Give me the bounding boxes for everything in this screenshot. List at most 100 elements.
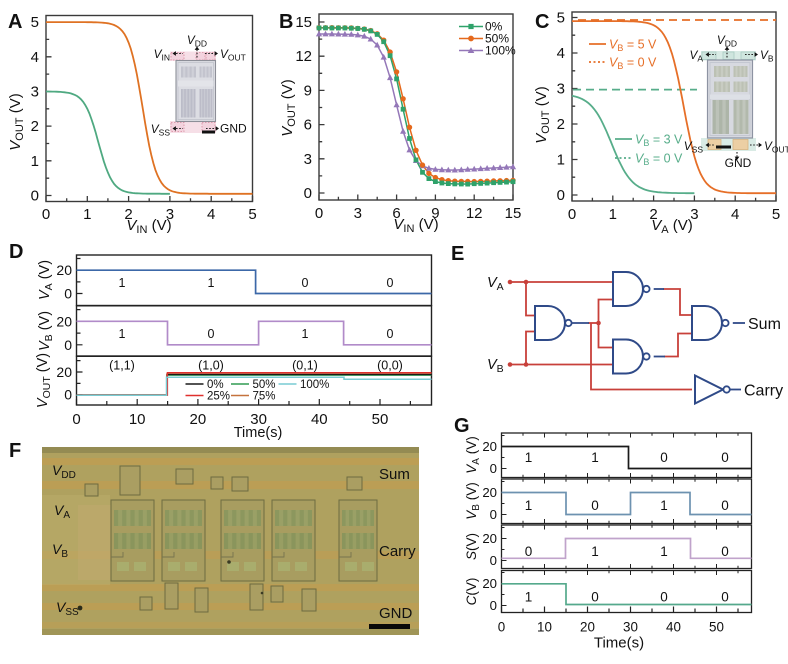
svg-text:100%: 100% [485,44,516,58]
svg-text:0: 0 [304,185,312,202]
svg-text:20: 20 [580,620,595,635]
svg-text:12: 12 [466,205,483,222]
svg-text:3: 3 [166,206,174,223]
svg-text:30: 30 [250,411,267,428]
svg-text:VSS: VSS [56,599,79,618]
svg-text:4: 4 [731,206,739,223]
svg-text:VB (V): VB (V) [464,482,482,519]
svg-text:VB = 0 V: VB = 0 V [609,56,657,72]
svg-text:9: 9 [431,205,439,222]
svg-text:2: 2 [124,206,132,223]
svg-text:C: C [535,11,549,33]
svg-text:0: 0 [490,461,497,476]
svg-text:1: 1 [660,498,668,513]
svg-text:VA (V): VA (V) [651,217,693,236]
svg-text:GND: GND [379,605,413,622]
svg-text:VB = 5 V: VB = 5 V [609,38,657,54]
svg-text:0: 0 [490,598,497,613]
svg-text:0: 0 [557,187,565,204]
svg-text:E: E [451,243,464,265]
svg-text:0%: 0% [207,379,224,391]
svg-text:50: 50 [372,411,389,428]
svg-text:0: 0 [591,498,599,513]
svg-text:VDD: VDD [717,33,737,49]
svg-text:20: 20 [482,439,497,454]
svg-text:0%: 0% [485,20,503,34]
svg-text:3: 3 [354,205,362,222]
svg-text:VIN: VIN [154,47,170,63]
svg-text:1: 1 [609,206,617,223]
svg-text:20: 20 [482,531,497,546]
svg-text:VDD: VDD [52,462,76,481]
svg-text:3: 3 [31,84,39,101]
svg-text:VOUT (V): VOUT (V) [7,93,26,150]
svg-text:1: 1 [525,498,533,513]
svg-text:0: 0 [208,327,215,341]
svg-text:100%: 100% [300,379,329,391]
svg-text:0: 0 [64,286,72,302]
svg-text:VIN (V): VIN (V) [126,217,171,236]
svg-text:1: 1 [119,276,126,290]
svg-text:0: 0 [315,205,323,222]
svg-text:Time(s): Time(s) [234,425,283,441]
svg-text:0: 0 [42,206,50,223]
svg-text:F: F [9,440,21,462]
svg-text:0: 0 [490,507,497,522]
svg-text:20: 20 [482,485,497,500]
svg-text:5: 5 [248,206,256,223]
svg-text:VOUT (V): VOUT (V) [533,86,552,143]
svg-text:0: 0 [721,450,729,465]
svg-text:VOUT: VOUT [764,139,788,155]
svg-text:VOUT: VOUT [220,47,246,63]
svg-text:VA: VA [487,275,504,293]
svg-text:VA (V): VA (V) [37,260,55,300]
svg-text:20: 20 [190,411,207,428]
svg-text:5: 5 [772,206,780,223]
svg-text:1: 1 [119,327,126,341]
svg-text:Sum: Sum [379,466,410,483]
svg-text:GND: GND [220,122,247,136]
svg-text:50%: 50% [485,32,509,46]
svg-text:25%: 25% [207,391,230,403]
svg-text:Carry: Carry [379,543,416,560]
svg-text:0: 0 [64,387,72,403]
svg-text:1: 1 [208,276,215,290]
svg-text:C(V): C(V) [464,578,479,606]
svg-text:0: 0 [591,590,599,605]
svg-text:VA: VA [689,48,703,64]
svg-text:20: 20 [56,313,72,329]
svg-text:GND: GND [725,156,752,170]
svg-text:Carry: Carry [744,383,783,400]
svg-text:10: 10 [129,411,146,428]
svg-text:0: 0 [721,544,729,559]
svg-text:30: 30 [623,620,638,635]
svg-text:4: 4 [207,206,215,223]
svg-text:75%: 75% [253,391,276,403]
svg-text:1: 1 [660,544,668,559]
svg-text:4: 4 [557,45,565,62]
svg-text:1: 1 [525,450,533,465]
svg-text:(0,1): (0,1) [292,359,318,373]
svg-text:0: 0 [660,590,668,605]
svg-text:(1,0): (1,0) [198,359,224,373]
svg-text:0: 0 [72,411,80,428]
svg-text:1: 1 [591,544,599,559]
svg-text:1: 1 [302,327,309,341]
svg-text:40: 40 [311,411,328,428]
svg-text:0: 0 [302,276,309,290]
svg-text:A: A [8,11,22,33]
svg-text:0: 0 [498,620,505,635]
svg-text:0: 0 [387,276,394,290]
svg-text:VB = 3 V: VB = 3 V [635,133,683,149]
svg-text:Time(s): Time(s) [594,635,644,652]
svg-text:6: 6 [304,117,312,134]
svg-text:3: 3 [557,81,565,98]
svg-text:D: D [9,241,23,263]
svg-text:1: 1 [525,590,533,605]
svg-text:5: 5 [557,10,565,27]
svg-text:S(V): S(V) [464,533,479,560]
svg-text:VA (V): VA (V) [464,436,482,473]
svg-text:VB = 0 V: VB = 0 V [635,152,683,168]
svg-text:5: 5 [31,14,39,31]
svg-text:0: 0 [721,590,729,605]
